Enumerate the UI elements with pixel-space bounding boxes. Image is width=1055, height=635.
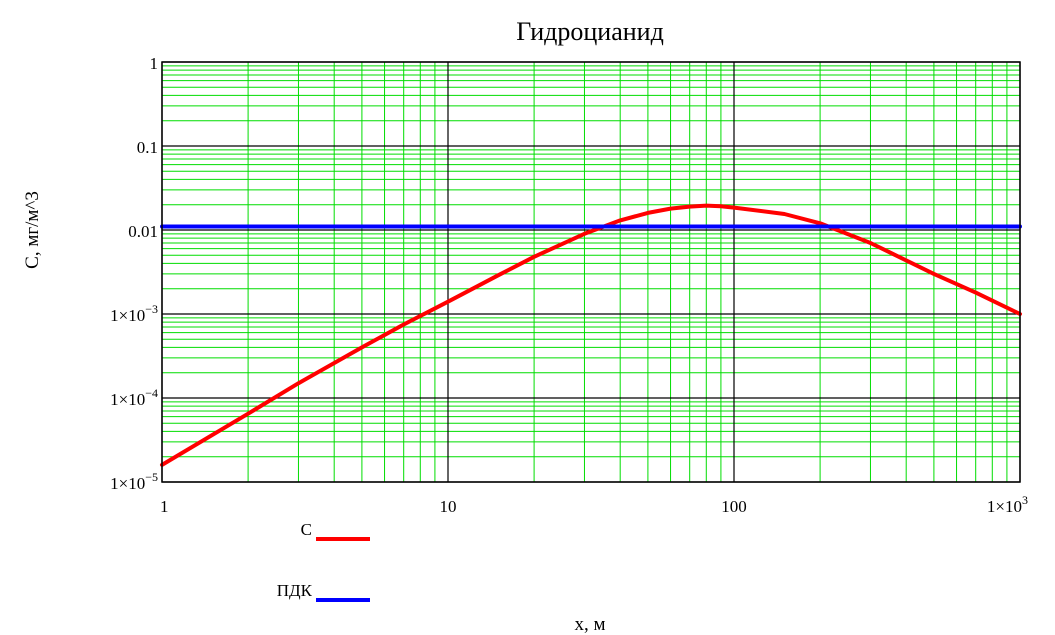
- y-tick-label: 0.01: [128, 222, 158, 241]
- y-tick-label: 0.1: [137, 138, 158, 157]
- minor-grid: [162, 62, 1020, 482]
- y-tick-exponent: −5: [145, 470, 158, 484]
- x-axis-label: x, м: [574, 614, 605, 635]
- legend-label: C: [301, 520, 312, 539]
- series-layer: [160, 203, 1022, 467]
- chart-title: Гидроцианид: [516, 17, 664, 46]
- legend-label: ПДК: [277, 581, 313, 600]
- y-tick-exponent: −3: [145, 302, 158, 316]
- x-tick-exponent: 3: [1022, 493, 1028, 507]
- y-axis-label: C, мг/м^3: [22, 191, 43, 269]
- x-tick-label: 10: [440, 497, 457, 516]
- y-tick-label: 1×10−3: [110, 302, 158, 325]
- major-grid: [161, 61, 1021, 483]
- y-tick-label: 1×10−4: [110, 386, 158, 409]
- series-line-C: [160, 203, 1022, 467]
- y-tick-label: 1×10−5: [110, 470, 158, 493]
- x-tick-label: 100: [721, 497, 747, 516]
- x-tick-label: 1×103: [987, 493, 1028, 516]
- x-tick-label: 1: [160, 497, 169, 516]
- plot-frame: [161, 61, 1021, 483]
- y-tick-labels: 1 0.1 0.01 1×10−3 1×10−4 1×10−5: [110, 54, 158, 493]
- legend: C ПДК: [277, 520, 370, 602]
- x-tick-labels: 1 10 100 1×103: [160, 493, 1028, 516]
- y-tick-label: 1: [150, 54, 159, 73]
- y-tick-exponent: −4: [145, 386, 158, 400]
